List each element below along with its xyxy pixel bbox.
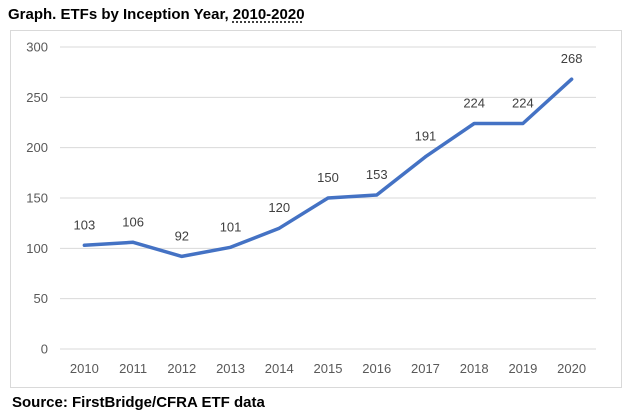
data-label-2010: 103 [74,217,96,232]
y-tick-label-100: 100 [26,241,48,256]
series-layer [82,77,574,259]
chart-title-years: 2010-2020 [232,6,305,23]
x-tick-label-2012: 2012 [167,361,196,376]
x-tick-label-2019: 2019 [508,361,537,376]
y-tick-label-50: 50 [34,291,48,306]
data-label-2017: 191 [415,129,437,144]
chart-title-prefix: Graph. ETFs by Inception Year, [8,6,233,23]
data-labels: 103 106 92 101 120 150 153 191 224 224 268 [74,51,583,243]
data-label-2014: 120 [268,200,290,215]
data-point-2011 [131,240,135,244]
data-label-2013: 101 [220,219,242,234]
x-tick-label-2016: 2016 [362,361,391,376]
data-point-2015 [326,196,330,200]
data-label-2018: 224 [463,96,485,111]
data-point-2013 [229,245,233,249]
x-tick-label-2020: 2020 [557,361,586,376]
y-tick-label-300: 300 [26,40,48,55]
data-label-2016: 153 [366,167,388,182]
x-axis-ticks: 2010 2011 2012 2013 2014 2015 2016 2017 2018 2019… [70,361,586,376]
data-label-2020: 268 [561,51,583,66]
x-tick-label-2018: 2018 [460,361,489,376]
data-point-2016 [375,193,379,197]
x-tick-label-2015: 2015 [314,361,343,376]
data-point-2014 [277,226,281,230]
data-point-2012 [180,254,184,258]
y-tick-label-200: 200 [26,140,48,155]
y-tick-label-150: 150 [26,191,48,206]
y-tick-label-250: 250 [26,90,48,105]
source-note: Source: FirstBridge/CFRA ETF data [12,394,265,411]
x-tick-label-2010: 2010 [70,361,99,376]
data-point-2020 [570,77,574,81]
data-point-2010 [82,243,86,247]
data-label-2011: 106 [122,214,144,229]
y-tick-label-0: 0 [41,342,48,357]
x-tick-label-2011: 2011 [119,361,147,376]
data-label-2015: 150 [317,170,339,185]
data-point-2018 [472,122,476,126]
chart-title: Graph. ETFs by Inception Year, 2010-2020 [8,6,305,23]
x-tick-label-2017: 2017 [411,361,440,376]
y-axis-ticks: 0 50 100 150 200 250 300 [26,40,48,357]
data-label-2019: 224 [512,96,534,111]
data-point-2019 [521,122,525,126]
chart-border [10,30,622,388]
data-label-2012: 92 [175,228,189,243]
x-tick-label-2014: 2014 [265,361,294,376]
x-tick-label-2013: 2013 [216,361,245,376]
chart-area: 0 50 100 150 200 250 300 2010 2011 2012 2013 2014 2… [10,30,622,388]
data-point-2017 [423,155,427,159]
